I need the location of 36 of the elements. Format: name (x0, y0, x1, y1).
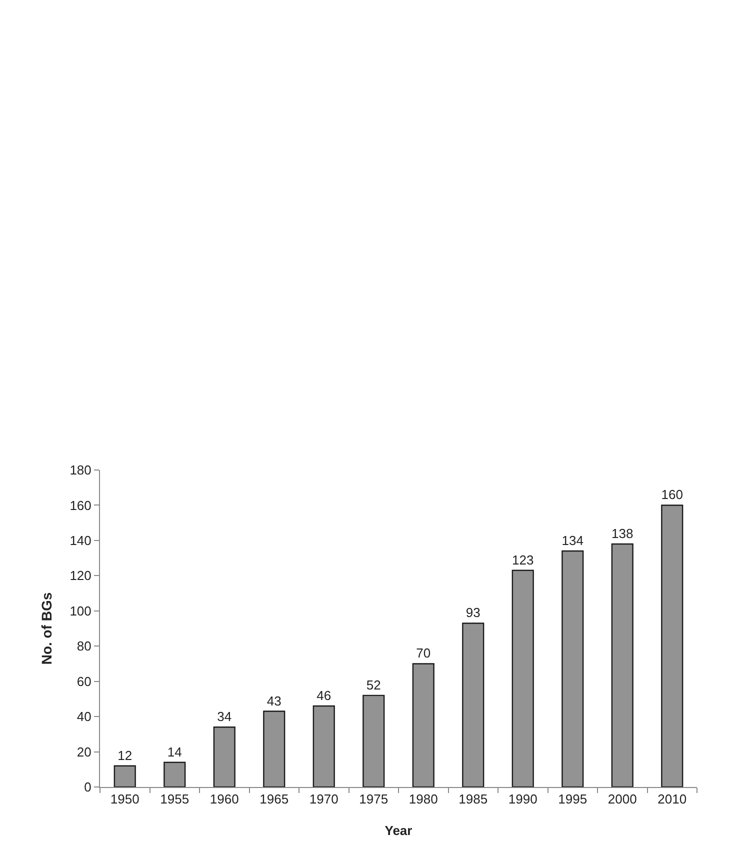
data-label: 70 (416, 646, 431, 661)
data-label: 93 (466, 605, 480, 620)
y-tick-label: 180 (70, 462, 92, 478)
y-tick-label: 140 (70, 532, 92, 548)
y-tick-label: 0 (84, 780, 92, 795)
data-label: 138 (612, 526, 634, 541)
data-label: 52 (366, 677, 381, 692)
y-tick-label: 80 (76, 638, 92, 654)
y-tick-label: 40 (76, 709, 92, 724)
x-axis-title: Year (384, 823, 412, 838)
x-tick-label: 1985 (458, 792, 488, 807)
y-tick-label: 20 (76, 744, 92, 760)
data-label: 123 (512, 552, 534, 568)
x-tick-label: 1965 (260, 792, 289, 807)
x-tick-label: 2010 (658, 792, 687, 807)
y-axis-title: No. of BGs (38, 592, 54, 665)
y-tick-label: 60 (76, 674, 92, 689)
x-tick-label: 1970 (309, 792, 338, 807)
y-tick-label: 160 (70, 498, 92, 513)
x-tick-label: 1995 (558, 792, 588, 807)
x-tick-label: 1960 (210, 792, 239, 807)
x-tick-label: 1975 (359, 792, 388, 807)
x-tick-label: 2000 (608, 792, 637, 807)
y-tick-label: 100 (70, 603, 92, 618)
data-label: 134 (562, 533, 584, 548)
data-label: 14 (167, 744, 182, 760)
y-tick-label: 120 (70, 568, 92, 584)
data-label: 46 (316, 688, 332, 703)
data-label: 12 (118, 748, 132, 763)
x-tick-label: 1990 (508, 792, 538, 807)
data-label: 43 (266, 693, 282, 708)
x-tick-label: 1955 (160, 792, 190, 807)
data-label: 34 (217, 709, 232, 724)
data-label: 160 (661, 487, 683, 502)
x-tick-label: 1980 (408, 792, 438, 807)
x-tick-label: 1950 (110, 792, 140, 807)
